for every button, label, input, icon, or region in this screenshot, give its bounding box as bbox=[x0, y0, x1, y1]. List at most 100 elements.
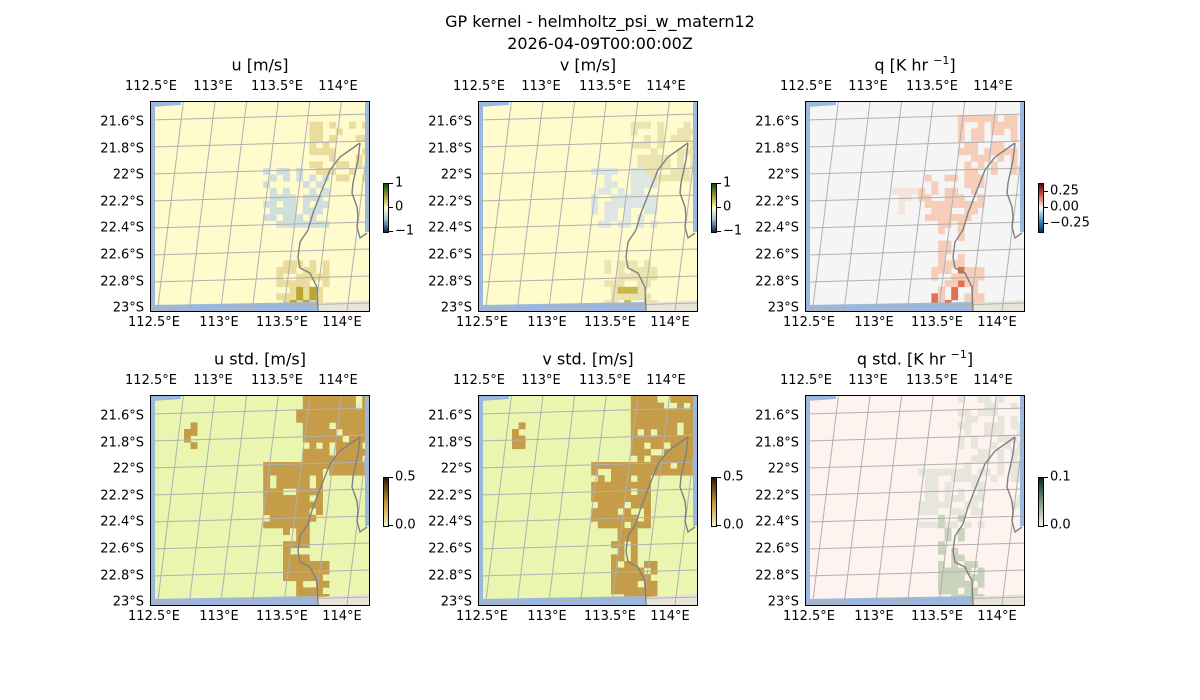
data-cell bbox=[289, 508, 297, 516]
lat-tick-label: 22.2°S bbox=[755, 488, 799, 504]
data-cell bbox=[611, 501, 618, 509]
data-cell bbox=[269, 508, 277, 516]
map-axes bbox=[150, 101, 370, 312]
data-cell bbox=[269, 214, 277, 222]
gridline-lon bbox=[843, 102, 871, 311]
data-cell bbox=[964, 501, 972, 509]
data-cell bbox=[677, 161, 684, 169]
data-cell bbox=[289, 574, 297, 582]
data-cell bbox=[316, 409, 323, 417]
data-cell bbox=[604, 521, 612, 529]
data-cell bbox=[957, 280, 965, 288]
data-cell bbox=[309, 293, 317, 301]
data-cell bbox=[630, 554, 638, 562]
data-cell bbox=[296, 168, 304, 175]
data-cell bbox=[283, 174, 290, 182]
data-cell bbox=[931, 267, 939, 274]
data-cell bbox=[957, 273, 965, 281]
lon-tick-label-top: 113°E bbox=[848, 373, 888, 388]
lon-tick-label-top: 113.5°E bbox=[906, 373, 958, 388]
gridline-lon bbox=[220, 396, 248, 605]
data-cell bbox=[309, 448, 317, 456]
data-cell bbox=[322, 442, 330, 450]
lon-tick-label-bottom: 113.5°E bbox=[256, 315, 308, 330]
data-cell bbox=[663, 174, 671, 182]
data-cell bbox=[617, 280, 625, 288]
lat-tick-label: 21.8°S bbox=[428, 435, 472, 451]
data-cell bbox=[637, 194, 645, 202]
data-cell bbox=[309, 574, 317, 582]
land-area bbox=[972, 300, 1024, 311]
colorbar bbox=[711, 183, 717, 233]
colorbar-tick-label: −1 bbox=[395, 223, 415, 239]
data-cell bbox=[604, 481, 612, 489]
data-cell bbox=[938, 227, 945, 235]
data-cell bbox=[349, 429, 356, 436]
data-cell bbox=[971, 201, 978, 208]
data-cell bbox=[624, 194, 632, 202]
data-cell bbox=[296, 574, 304, 582]
data-cell bbox=[296, 273, 304, 281]
data-cell bbox=[637, 220, 645, 228]
data-cell bbox=[302, 488, 310, 496]
data-cell bbox=[190, 442, 198, 450]
data-cell bbox=[289, 495, 297, 502]
data-cell bbox=[971, 574, 978, 582]
data-cell bbox=[957, 115, 965, 123]
data-cell bbox=[990, 128, 998, 136]
coastline bbox=[952, 142, 1016, 311]
data-cell bbox=[296, 501, 304, 509]
data-cell bbox=[644, 396, 651, 403]
data-cell bbox=[309, 128, 317, 136]
data-cell bbox=[322, 148, 330, 156]
data-cell bbox=[677, 462, 684, 469]
data-cell bbox=[302, 201, 310, 208]
data-cell bbox=[650, 402, 658, 410]
gridline-lat bbox=[479, 140, 697, 148]
data-cell bbox=[637, 286, 645, 294]
data-cell bbox=[322, 429, 330, 436]
data-cell bbox=[650, 435, 658, 443]
data-cell bbox=[924, 468, 932, 476]
data-cell bbox=[964, 429, 972, 436]
data-cell bbox=[637, 481, 645, 489]
data-cell bbox=[957, 514, 965, 522]
data-cell bbox=[918, 508, 926, 516]
data-cell bbox=[276, 468, 284, 476]
data-cell bbox=[644, 475, 651, 483]
gridline-lon bbox=[188, 102, 216, 311]
data-cell bbox=[964, 148, 972, 156]
data-cell bbox=[944, 201, 952, 208]
data-cell bbox=[650, 201, 658, 208]
data-cell bbox=[604, 508, 612, 516]
data-cell bbox=[276, 273, 284, 281]
data-cell bbox=[891, 187, 899, 195]
colorbar-tick-mark bbox=[717, 477, 721, 478]
lat-tick-label: 22.8°S bbox=[428, 568, 472, 584]
data-cell bbox=[997, 448, 1005, 456]
data-cell bbox=[924, 508, 932, 516]
data-cell bbox=[302, 293, 310, 301]
data-cell bbox=[302, 567, 310, 575]
data-cell bbox=[637, 181, 645, 189]
data-cell bbox=[617, 462, 625, 469]
data-cell bbox=[957, 508, 965, 516]
lon-tick-label-bottom: 114°E bbox=[977, 315, 1017, 330]
data-cell bbox=[971, 181, 978, 189]
data-cell bbox=[977, 574, 985, 582]
data-cell bbox=[670, 435, 678, 443]
lon-tick-label-top: 113.5°E bbox=[906, 79, 958, 94]
data-cell bbox=[957, 234, 965, 241]
data-cell bbox=[302, 207, 310, 215]
data-cell bbox=[924, 521, 932, 529]
colorbar-tick-label: 0.5 bbox=[723, 469, 744, 485]
data-cell bbox=[683, 396, 691, 403]
gridline-lon bbox=[843, 396, 871, 605]
data-cell bbox=[316, 448, 323, 456]
data-cell bbox=[990, 429, 998, 436]
data-cell bbox=[657, 141, 665, 149]
data-cell bbox=[957, 475, 965, 483]
data-cell bbox=[309, 462, 317, 469]
data-cell bbox=[611, 495, 618, 502]
gridline-lon bbox=[938, 102, 966, 311]
